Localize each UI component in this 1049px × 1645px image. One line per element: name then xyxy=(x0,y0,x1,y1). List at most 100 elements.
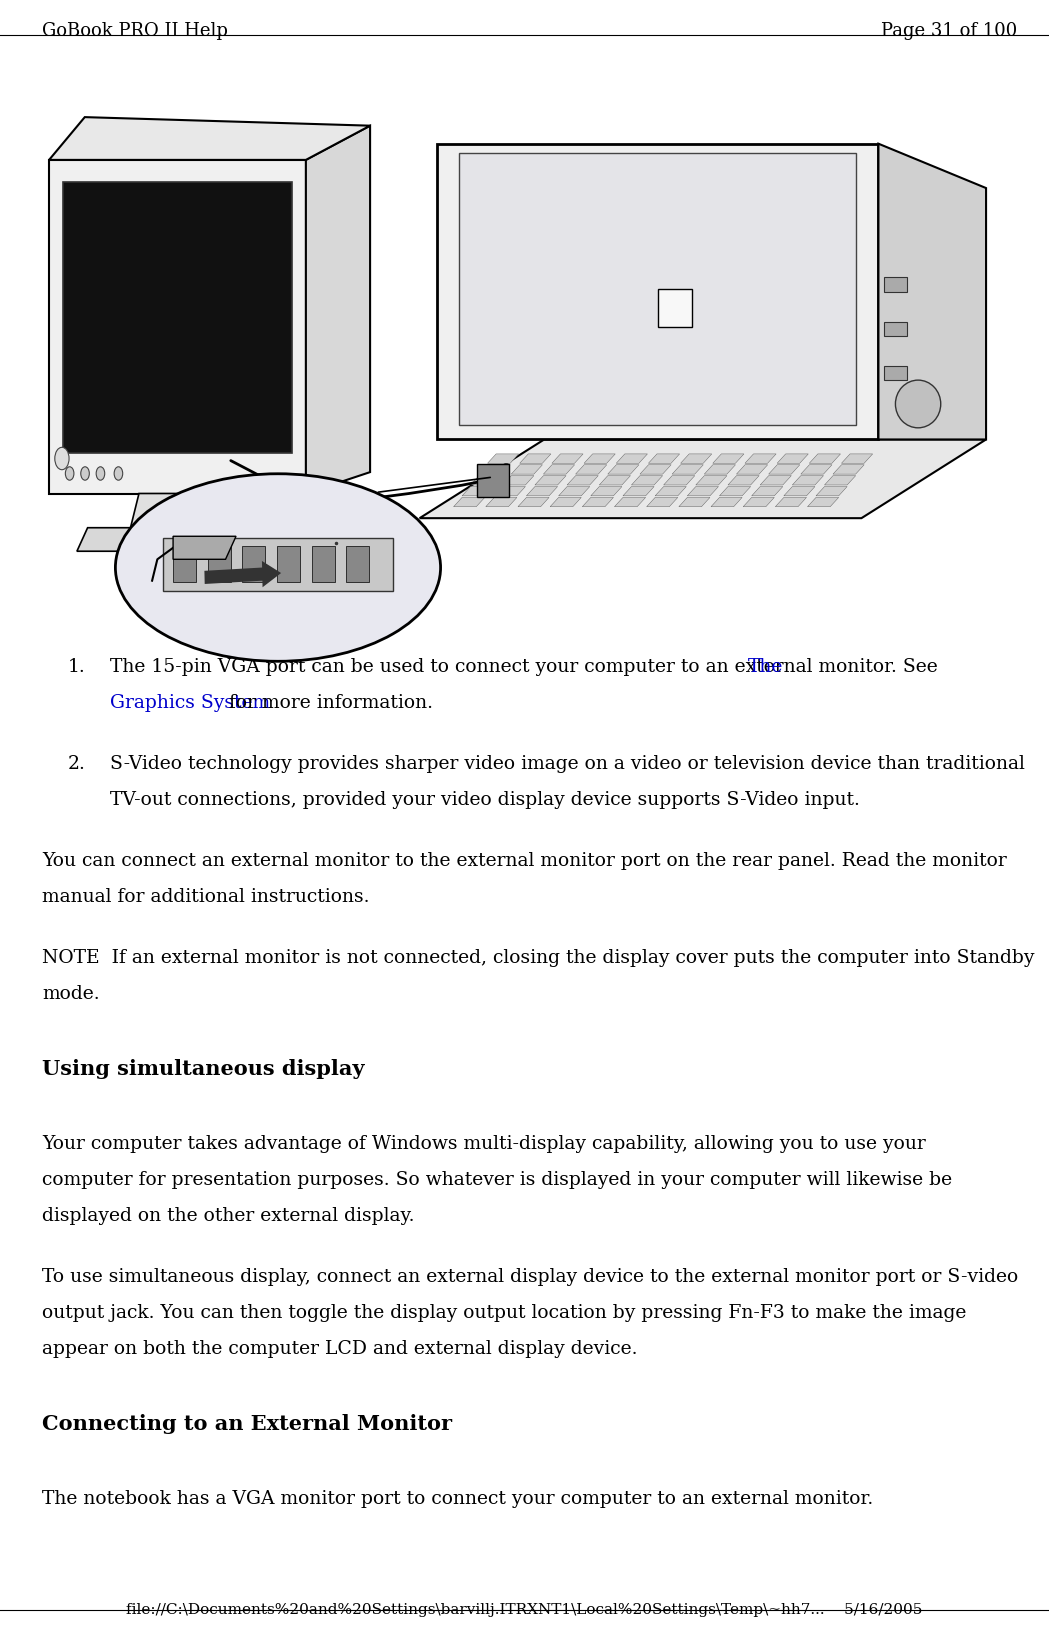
Polygon shape xyxy=(810,454,840,464)
Text: GoBook PRO II Help: GoBook PRO II Help xyxy=(42,21,228,39)
Polygon shape xyxy=(535,475,566,485)
Text: for more information.: for more information. xyxy=(222,694,432,712)
Polygon shape xyxy=(784,487,815,495)
Bar xyxy=(884,278,906,291)
Polygon shape xyxy=(704,466,735,474)
Text: Connecting to an External Monitor: Connecting to an External Monitor xyxy=(42,1415,452,1434)
Polygon shape xyxy=(453,497,485,507)
Polygon shape xyxy=(743,497,774,507)
Bar xyxy=(346,546,369,582)
Polygon shape xyxy=(518,497,549,507)
Polygon shape xyxy=(584,454,616,464)
Polygon shape xyxy=(648,454,680,464)
Polygon shape xyxy=(616,454,647,464)
Text: appear on both the computer LCD and external display device.: appear on both the computer LCD and exte… xyxy=(42,1341,638,1359)
Bar xyxy=(173,546,196,582)
Polygon shape xyxy=(471,475,501,485)
Text: displayed on the other external display.: displayed on the other external display. xyxy=(42,1207,414,1226)
Bar xyxy=(477,464,509,497)
Polygon shape xyxy=(550,497,581,507)
Polygon shape xyxy=(49,160,306,494)
Polygon shape xyxy=(713,454,744,464)
Polygon shape xyxy=(527,487,558,495)
Text: To use simultaneous display, connect an external display device to the external : To use simultaneous display, connect an … xyxy=(42,1268,1019,1286)
Polygon shape xyxy=(808,497,838,507)
Polygon shape xyxy=(494,487,526,495)
Polygon shape xyxy=(761,475,791,485)
Polygon shape xyxy=(640,466,671,474)
Ellipse shape xyxy=(115,474,441,661)
Text: computer for presentation purposes. So whatever is displayed in your computer wi: computer for presentation purposes. So w… xyxy=(42,1171,952,1189)
Text: S-Video technology provides sharper video image on a video or television device : S-Video technology provides sharper vide… xyxy=(110,755,1025,773)
Text: NOTE  If an external monitor is not connected, closing the display cover puts th: NOTE If an external monitor is not conne… xyxy=(42,949,1034,967)
Polygon shape xyxy=(552,454,583,464)
Polygon shape xyxy=(800,466,832,474)
Polygon shape xyxy=(681,454,712,464)
FancyArrow shape xyxy=(205,561,281,587)
Text: mode.: mode. xyxy=(42,985,100,1003)
Polygon shape xyxy=(543,466,575,474)
Polygon shape xyxy=(656,487,686,495)
Polygon shape xyxy=(679,497,710,507)
Text: file://C:\Documents%20and%20Settings\barvillj.ITRXNT1\Local%20Settings\Temp\~hh7: file://C:\Documents%20and%20Settings\bar… xyxy=(126,1602,923,1617)
Polygon shape xyxy=(63,183,292,454)
Text: Your computer takes advantage of Windows multi-display capability, allowing you : Your computer takes advantage of Windows… xyxy=(42,1135,925,1153)
Text: TV-out connections, provided your video display device supports S-Video input.: TV-out connections, provided your video … xyxy=(110,791,860,809)
Bar xyxy=(312,546,335,582)
Polygon shape xyxy=(173,536,236,559)
Polygon shape xyxy=(511,466,542,474)
Polygon shape xyxy=(582,497,614,507)
Polygon shape xyxy=(420,439,986,518)
Polygon shape xyxy=(646,497,678,507)
Text: The 15-pin VGA port can be used to connect your computer to an external monitor.: The 15-pin VGA port can be used to conne… xyxy=(110,658,944,676)
Text: manual for additional instructions.: manual for additional instructions. xyxy=(42,888,369,906)
Bar xyxy=(242,546,265,582)
Polygon shape xyxy=(687,487,719,495)
Polygon shape xyxy=(519,454,551,464)
Text: Page 31 of 100: Page 31 of 100 xyxy=(881,21,1018,39)
Polygon shape xyxy=(695,475,727,485)
Polygon shape xyxy=(825,475,856,485)
Polygon shape xyxy=(792,475,823,485)
Polygon shape xyxy=(711,497,742,507)
Polygon shape xyxy=(306,125,370,493)
Text: The notebook has a VGA monitor port to connect your computer to an external moni: The notebook has a VGA monitor port to c… xyxy=(42,1490,873,1508)
Bar xyxy=(277,546,300,582)
Polygon shape xyxy=(833,466,864,474)
Polygon shape xyxy=(623,487,655,495)
Polygon shape xyxy=(459,153,856,424)
Bar xyxy=(208,546,231,582)
Circle shape xyxy=(114,467,123,480)
Polygon shape xyxy=(769,466,799,474)
Circle shape xyxy=(97,467,105,480)
Polygon shape xyxy=(599,475,630,485)
Text: output jack. You can then toggle the display output location by pressing Fn-F3 t: output jack. You can then toggle the dis… xyxy=(42,1304,966,1323)
Text: You can connect an external monitor to the external monitor port on the rear pan: You can connect an external monitor to t… xyxy=(42,852,1007,870)
Text: 1.: 1. xyxy=(68,658,86,676)
Text: Graphics System: Graphics System xyxy=(110,694,271,712)
Polygon shape xyxy=(672,466,703,474)
Polygon shape xyxy=(777,454,809,464)
Circle shape xyxy=(55,447,69,470)
Polygon shape xyxy=(462,487,493,495)
Polygon shape xyxy=(568,475,598,485)
Polygon shape xyxy=(486,497,517,507)
Polygon shape xyxy=(502,475,534,485)
Polygon shape xyxy=(752,487,783,495)
Ellipse shape xyxy=(896,380,941,428)
Polygon shape xyxy=(736,466,768,474)
Circle shape xyxy=(81,467,89,480)
Polygon shape xyxy=(479,466,510,474)
Polygon shape xyxy=(436,143,878,439)
Polygon shape xyxy=(878,143,986,439)
Text: The: The xyxy=(748,658,783,676)
Text: Using simultaneous display: Using simultaneous display xyxy=(42,1059,364,1079)
Polygon shape xyxy=(559,487,590,495)
Polygon shape xyxy=(728,475,759,485)
Polygon shape xyxy=(664,475,694,485)
Polygon shape xyxy=(77,528,239,551)
Polygon shape xyxy=(658,290,691,327)
Polygon shape xyxy=(615,497,645,507)
Text: 2.: 2. xyxy=(68,755,86,773)
Bar xyxy=(884,322,906,336)
